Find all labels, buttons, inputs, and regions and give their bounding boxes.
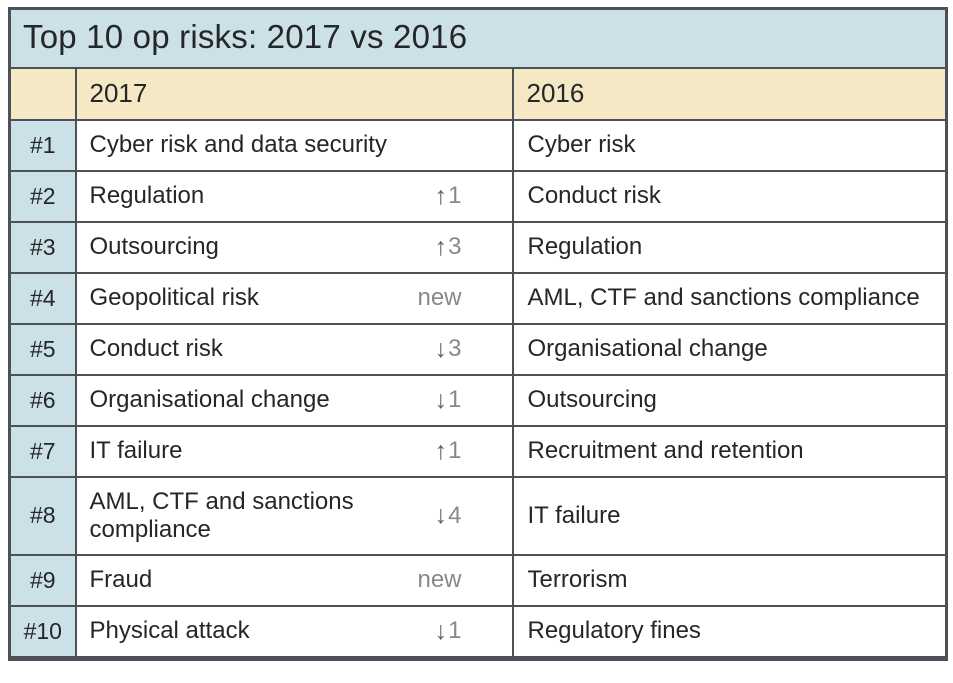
risk-2017-cell: AML, CTF and sanctions compliance ↓ 4 [74, 475, 514, 556]
risk-2017-inner: Organisational change ↓ 1 [90, 386, 512, 415]
risk-2017-cell: Organisational change ↓ 1 [74, 373, 514, 427]
risk-2016-cell: Organisational change [511, 322, 948, 376]
rank-cell: #5 [8, 322, 77, 376]
table-row: #10 Physical attack ↓ 1 Regulatory fines [8, 604, 948, 660]
risk-2016-cell: Terrorism [511, 553, 948, 607]
table-row: #6 Organisational change ↓ 1 Outsourcing [8, 373, 948, 427]
risk-2016-cell: Regulatory fines [511, 604, 948, 660]
table-row: #5 Conduct risk ↓ 3 Organisational change [8, 322, 948, 376]
change-amount: 3 [448, 335, 462, 362]
change-indicator: new [417, 566, 461, 594]
rank-cell: #2 [8, 169, 77, 223]
down-arrow-icon: ↓ [434, 501, 448, 530]
column-header-2016: 2016 [511, 66, 948, 121]
risk-2017-inner: AML, CTF and sanctions compliance ↓ 4 [90, 488, 512, 544]
rank-cell: #10 [8, 604, 77, 660]
risks-comparison-table: Top 10 op risks: 2017 vs 2016 2017 2016 … [8, 7, 949, 661]
change-indicator: ↓ 4 [435, 501, 462, 530]
change-indicator: ↑ 1 [435, 182, 462, 211]
risk-2017-label: Geopolitical risk [89, 283, 259, 311]
risk-2016-cell: Cyber risk [511, 118, 948, 172]
risk-2016-cell: Regulation [511, 220, 948, 274]
table-row: #8 AML, CTF and sanctions compliance ↓ 4 IT … [8, 475, 948, 556]
risk-2017-cell: Outsourcing ↑ 3 [74, 220, 514, 274]
column-header-2017: 2017 [74, 66, 514, 121]
risk-2017-label: AML, CTF and sanctions compliance [89, 487, 354, 543]
change-indicator: ↓ 3 [435, 335, 462, 364]
risk-2017-inner: Conduct risk ↓ 3 [90, 335, 512, 364]
risk-2017-label: Cyber risk and data security [89, 130, 387, 158]
risk-2017-cell: Geopolitical risk new [74, 271, 514, 325]
rank-cell: #6 [8, 373, 77, 427]
change-indicator: ↑ 1 [435, 437, 462, 466]
risk-2017-inner: Outsourcing ↑ 3 [90, 233, 512, 262]
risk-2017-cell: Fraud new [74, 553, 514, 607]
rank-cell: #7 [8, 424, 77, 478]
risk-2017-cell: Physical attack ↓ 1 [74, 604, 514, 660]
up-arrow-icon: ↑ [434, 436, 448, 465]
rank-cell: #1 [8, 118, 77, 172]
risk-2017-label: Regulation [89, 181, 205, 209]
column-header-row: 2017 2016 [8, 66, 948, 121]
rank-cell: #9 [8, 553, 77, 607]
change-amount: 1 [448, 437, 462, 464]
rank-cell: #8 [8, 475, 77, 556]
up-arrow-icon: ↑ [434, 232, 448, 261]
risk-2017-label: Conduct risk [89, 334, 223, 362]
risk-2017-inner: Physical attack ↓ 1 [90, 617, 512, 646]
change-indicator: new [417, 284, 461, 312]
change-amount: 3 [448, 233, 462, 260]
risk-2016-cell: Conduct risk [511, 169, 948, 223]
risk-2016-cell: IT failure [511, 475, 948, 556]
change-amount: 1 [448, 182, 462, 209]
down-arrow-icon: ↓ [434, 334, 448, 363]
risk-2017-label: Organisational change [89, 385, 330, 413]
table-row: #9 Fraud new Terrorism [8, 553, 948, 607]
risk-2017-inner: Geopolitical risk new [90, 284, 512, 312]
change-amount: 4 [448, 501, 462, 529]
down-arrow-icon: ↓ [434, 385, 448, 414]
risk-2017-cell: Cyber risk and data security [74, 118, 514, 172]
risk-2017-cell: IT failure ↑ 1 [74, 424, 514, 478]
top-risks-table: Top 10 op risks: 2017 vs 2016 2017 2016 … [8, 7, 949, 661]
rank-cell: #3 [8, 220, 77, 274]
table-row: #3 Outsourcing ↑ 3 Regulation [8, 220, 948, 274]
risk-2017-inner: Cyber risk and data security [90, 131, 512, 159]
table-row: #1 Cyber risk and data security Cyber risk [8, 118, 948, 172]
table-row: #7 IT failure ↑ 1 Recruitment and retention [8, 424, 948, 478]
table-row: #2 Regulation ↑ 1 Conduct risk [8, 169, 948, 223]
risk-2017-label: Fraud [89, 566, 153, 594]
risk-2016-cell: Outsourcing [511, 373, 948, 427]
risk-2017-cell: Conduct risk ↓ 3 [74, 322, 514, 376]
up-arrow-icon: ↑ [434, 181, 448, 210]
risk-2017-label: Outsourcing [89, 232, 219, 260]
change-amount: 1 [448, 617, 462, 645]
risk-2017-label: Physical attack [89, 617, 250, 645]
change-amount: 1 [448, 386, 462, 413]
down-arrow-icon: ↓ [434, 616, 448, 645]
change-indicator: ↓ 1 [435, 617, 462, 646]
title-row: Top 10 op risks: 2017 vs 2016 [8, 7, 948, 69]
risk-2017-inner: IT failure ↑ 1 [90, 437, 512, 466]
change-indicator: ↓ 1 [435, 386, 462, 415]
rank-column-header [8, 66, 77, 121]
page-title: Top 10 op risks: 2017 vs 2016 [8, 7, 948, 69]
change-indicator: ↑ 3 [435, 233, 462, 262]
risk-2016-cell: AML, CTF and sanctions compliance [511, 271, 948, 325]
risk-2017-inner: Regulation ↑ 1 [90, 182, 512, 211]
new-badge: new [417, 566, 462, 594]
risk-2017-label: IT failure [89, 436, 183, 464]
risk-2017-cell: Regulation ↑ 1 [74, 169, 514, 223]
table-row: #4 Geopolitical risk new AML, CTF and sanct… [8, 271, 948, 325]
new-badge: new [417, 283, 462, 311]
risk-2017-inner: Fraud new [90, 566, 512, 594]
rank-cell: #4 [8, 271, 77, 325]
risk-2016-cell: Recruitment and retention [511, 424, 948, 478]
